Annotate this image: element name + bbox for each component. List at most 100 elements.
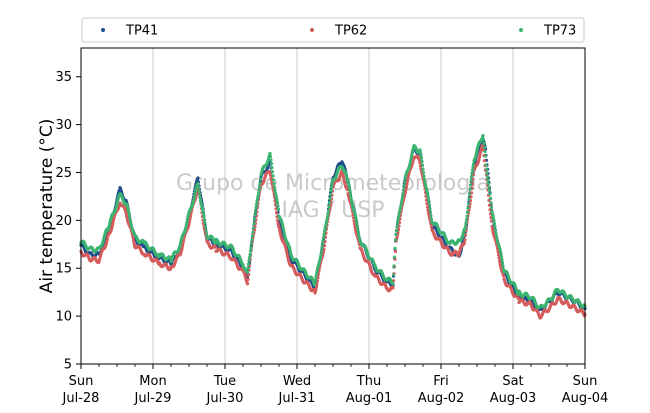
data-point [254,205,258,210]
data-point [356,228,360,233]
data-point [271,174,275,178]
data-point [321,239,325,243]
x-tick-label-date: Jul-29 [134,391,172,406]
data-point [465,210,470,214]
data-point [489,205,494,210]
data-point [180,246,184,251]
y-tick-label: 15 [55,262,72,277]
data-point [486,181,491,186]
data-point [424,198,429,202]
data-point [319,252,323,256]
data-point [276,204,280,208]
data-point [465,214,469,218]
data-point [250,234,255,238]
data-point [352,222,357,226]
data-point [201,211,206,216]
data-point [486,178,490,182]
data-point [401,188,406,192]
data-point [131,238,136,242]
data-point [181,239,186,243]
data-point [314,285,319,289]
data-point [427,203,432,207]
data-point [314,287,318,291]
y-tick-label: 25 [55,166,72,181]
data-point [192,197,196,201]
data-point [483,150,487,154]
data-point [277,225,281,229]
data-point [487,185,491,189]
legend-marker-TP41 [101,28,105,32]
data-point [314,272,319,276]
data-point [429,225,434,229]
data-point [288,250,293,254]
data-point [197,192,202,196]
data-point [111,221,115,225]
data-point [128,219,133,223]
data-point [464,218,469,222]
data-point [481,133,485,138]
data-point [255,197,260,201]
data-point [323,227,327,231]
legend-label-TP73: TP73 [543,24,576,39]
data-point [325,215,330,219]
x-tick-label-date: Jul-28 [62,391,100,406]
data-point [322,232,326,237]
data-point [429,214,433,218]
data-point [268,170,272,174]
data-point [482,141,486,146]
y-tick-label: 30 [55,118,72,133]
data-point [249,246,253,250]
data-point [320,242,325,246]
data-point [462,241,467,245]
data-point [275,201,280,205]
data-point [481,137,486,142]
data-point [275,218,280,222]
data-point [326,212,330,216]
data-point [321,235,326,240]
data-point [492,221,497,226]
data-point [420,163,425,167]
data-point [270,165,274,170]
watermark: Grupo de Micrometeorologia IAG / USP [176,171,490,223]
data-point [274,196,279,200]
x-tick-label-date: Aug-02 [418,391,465,406]
data-point [248,252,252,257]
data-point [396,215,401,219]
data-point [463,224,468,228]
data-point [320,246,324,250]
x-tick-label-day: Tue [213,374,236,389]
data-point [421,167,425,171]
data-point [245,282,250,286]
data-point [489,201,493,205]
data-point [483,154,488,158]
data-point [198,198,203,202]
series-TP73 [79,133,587,310]
data-point [422,174,426,178]
data-point [314,275,318,279]
data-point [463,227,467,231]
data-point [356,232,361,236]
data-point [213,245,218,249]
x-tick-label-day: Thu [356,374,381,389]
data-point [425,191,430,195]
data-point [402,184,406,188]
data-point [188,214,193,219]
data-point [355,225,360,229]
data-point [268,151,272,156]
data-point [494,234,499,238]
data-point [417,158,422,163]
data-point [282,230,286,234]
data-point [497,259,502,263]
data-point [257,188,261,192]
data-point [493,228,498,232]
data-point [489,216,493,220]
data-point [254,202,259,206]
data-point [491,216,496,220]
data-point [467,192,472,196]
data-point [128,216,132,221]
data-point [425,202,429,206]
data-point [482,159,487,163]
data-point [482,145,487,150]
data-point [202,214,206,218]
